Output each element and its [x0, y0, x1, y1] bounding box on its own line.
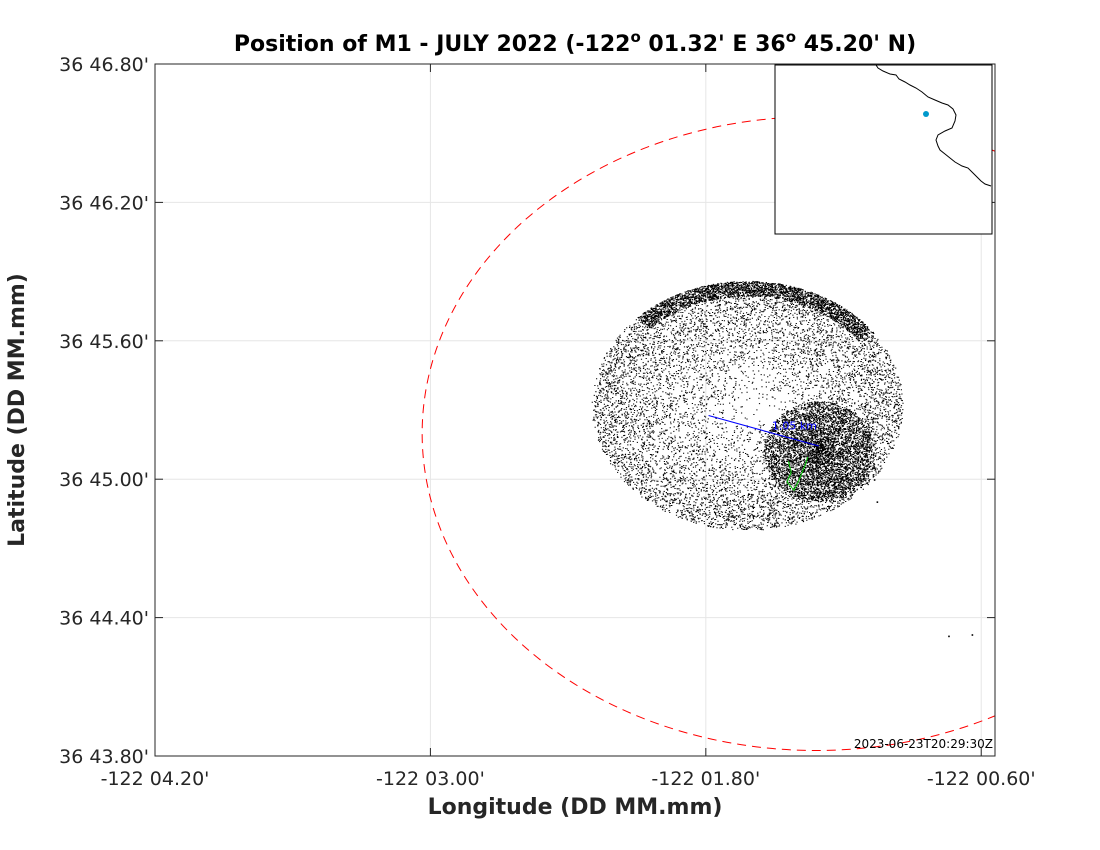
- inset-coastline: [875, 64, 992, 187]
- y-tick-labels: 36 43.80' 36 44.40' 36 45.00' 36 45.60' 36 4…: [59, 54, 149, 768]
- timestamp: 2023-06-23T20:29:30Z: [854, 737, 993, 751]
- y-axis-label: Latitude (DD MM.mm): [5, 273, 30, 547]
- x-tick-label: -122 04.20': [101, 768, 210, 790]
- inset-map: [774, 64, 993, 235]
- y-tick-label: 36 43.80': [59, 746, 149, 768]
- outlier-point: [795, 504, 797, 506]
- watch-circle: [421, 116, 995, 751]
- title-prefix: Position of M1 - JULY 2022 (-122: [234, 32, 631, 57]
- outlier-point: [873, 479, 876, 481]
- plot-frame: [154, 63, 996, 757]
- title-suffix: 45.20' N): [796, 32, 916, 57]
- x-tick-label: -122 01.80': [651, 768, 760, 790]
- outlier-points: [795, 479, 974, 638]
- outlier-point: [971, 634, 974, 636]
- title-degree-1: o: [630, 28, 640, 46]
- cloud-points: [591, 280, 904, 531]
- chart-title: Position of M1 - JULY 2022 (-122o 01.32'…: [234, 28, 916, 57]
- x-tick-label: -122 00.60': [927, 768, 1036, 790]
- recent-track: [786, 456, 809, 492]
- title-middle: 01.32' E 36: [641, 32, 786, 57]
- y-tick-label: 36 45.60': [59, 331, 149, 353]
- title-degree-2: o: [786, 28, 796, 46]
- y-tick-label: 36 46.80': [59, 54, 149, 76]
- offset-label: 1.05 km: [772, 419, 817, 432]
- x-axis-label: Longitude (DD MM.mm): [428, 795, 723, 820]
- outlier-point: [876, 501, 879, 503]
- outlier-point: [948, 635, 950, 638]
- inset-background: [774, 64, 993, 235]
- y-tick-label: 36 45.00': [59, 469, 149, 491]
- position-cloud: [591, 280, 904, 531]
- x-tick-label: -122 03.00': [376, 768, 485, 790]
- inset-mooring-marker: [923, 111, 929, 117]
- offset-vector: [708, 415, 819, 447]
- x-tick-labels: -122 04.20' -122 03.00' -122 01.80' -122 00…: [101, 768, 1036, 790]
- y-tick-label: 36 46.20': [59, 192, 149, 214]
- y-tick-label: 36 44.40': [59, 608, 149, 630]
